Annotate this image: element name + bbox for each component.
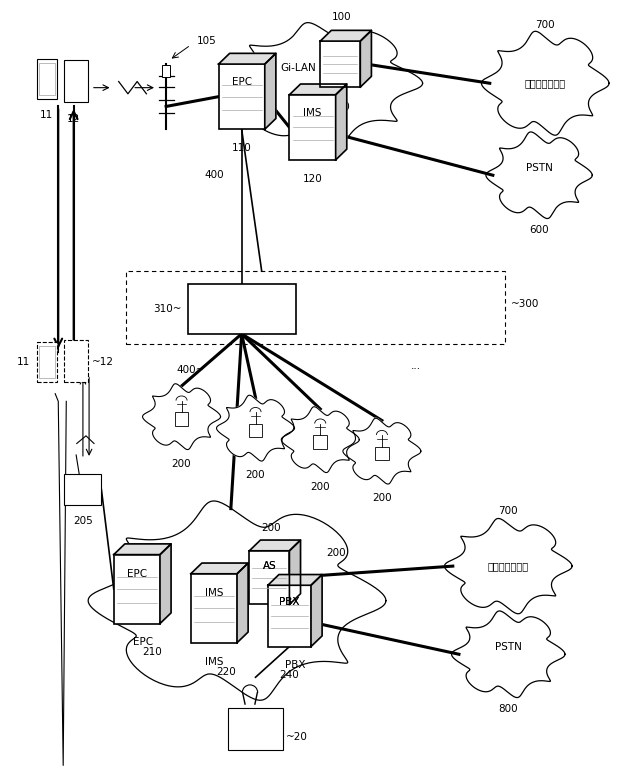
Bar [320, 41, 360, 87]
Polygon shape [452, 611, 565, 698]
Text: 310~: 310~ [153, 304, 182, 314]
Text: 120: 120 [303, 174, 322, 184]
Text: 205: 205 [73, 516, 93, 527]
Bar [175, 412, 188, 426]
Text: EPC: EPC [133, 638, 153, 648]
Bar [39, 346, 55, 378]
Polygon shape [88, 501, 386, 700]
Polygon shape [237, 563, 248, 643]
Polygon shape [142, 384, 221, 449]
Bar [375, 446, 389, 460]
Bar [65, 340, 88, 382]
Text: 200: 200 [172, 459, 192, 469]
Text: EPC: EPC [231, 77, 252, 87]
Text: 700: 700 [536, 19, 555, 29]
Bar [228, 708, 283, 750]
Bar [249, 424, 262, 438]
Text: 700: 700 [498, 506, 518, 516]
Text: PBX: PBX [279, 598, 300, 608]
Text: 220: 220 [216, 666, 236, 676]
Bar [218, 64, 265, 129]
Polygon shape [289, 540, 300, 604]
Bar [39, 63, 55, 95]
Text: 200: 200 [262, 523, 281, 533]
Text: インターネット: インターネット [525, 78, 566, 88]
Text: AS: AS [262, 560, 276, 571]
Text: 110: 110 [232, 143, 251, 153]
Polygon shape [481, 32, 609, 135]
Polygon shape [224, 22, 422, 144]
Text: PSTN: PSTN [526, 163, 552, 173]
Text: Gi-LAN: Gi-LAN [281, 63, 317, 73]
Bar [37, 59, 57, 99]
Polygon shape [343, 418, 421, 484]
Polygon shape [289, 84, 346, 95]
Polygon shape [486, 132, 592, 218]
Text: 105: 105 [197, 36, 216, 46]
Bar [268, 585, 311, 647]
Polygon shape [218, 53, 276, 64]
Polygon shape [360, 30, 371, 87]
Text: 210: 210 [142, 648, 162, 657]
Bar [188, 284, 295, 334]
Polygon shape [336, 84, 346, 160]
Text: 12: 12 [67, 114, 80, 124]
Text: 11: 11 [17, 357, 30, 367]
Text: 240: 240 [279, 670, 299, 680]
Polygon shape [311, 574, 322, 647]
Text: PBX: PBX [285, 660, 306, 670]
Text: 200: 200 [326, 548, 345, 558]
Text: ~20: ~20 [286, 733, 309, 743]
Text: IMS: IMS [205, 588, 223, 598]
Text: 100: 100 [332, 12, 351, 22]
Text: EPC: EPC [127, 569, 147, 579]
Bar [249, 550, 289, 604]
Polygon shape [281, 407, 360, 472]
Text: AS: AS [262, 560, 276, 571]
Text: 800: 800 [498, 704, 518, 714]
Bar [65, 474, 101, 505]
Polygon shape [249, 540, 300, 550]
Polygon shape [160, 544, 171, 624]
Text: 400~: 400~ [177, 364, 205, 374]
Text: IMS: IMS [304, 108, 322, 118]
Bar [313, 435, 327, 449]
Polygon shape [265, 53, 276, 129]
Text: 200: 200 [310, 482, 330, 492]
Text: ~12: ~12 [92, 357, 114, 367]
Text: ...: ... [411, 361, 421, 371]
Text: 400: 400 [204, 171, 224, 180]
Bar [191, 574, 237, 643]
Bar [65, 60, 88, 103]
Text: 600: 600 [529, 225, 549, 235]
Text: PBX: PBX [279, 598, 300, 608]
Text: インターネット: インターネット [488, 561, 529, 571]
Text: ~300: ~300 [511, 299, 540, 309]
Polygon shape [445, 519, 572, 614]
Polygon shape [216, 395, 294, 461]
Text: IMS: IMS [205, 656, 223, 666]
Text: 200: 200 [372, 493, 392, 503]
Polygon shape [114, 544, 171, 554]
Bar [126, 271, 505, 344]
Polygon shape [191, 563, 248, 574]
Bar [37, 342, 57, 382]
Text: 11: 11 [40, 110, 53, 120]
Polygon shape [320, 30, 371, 41]
Bar [114, 554, 160, 624]
Text: 130: 130 [330, 103, 350, 113]
Text: PSTN: PSTN [495, 642, 522, 652]
Text: 230: 230 [292, 618, 312, 628]
Polygon shape [268, 574, 322, 585]
Bar [289, 95, 336, 160]
Text: 200: 200 [246, 470, 266, 480]
Bar [162, 66, 170, 77]
